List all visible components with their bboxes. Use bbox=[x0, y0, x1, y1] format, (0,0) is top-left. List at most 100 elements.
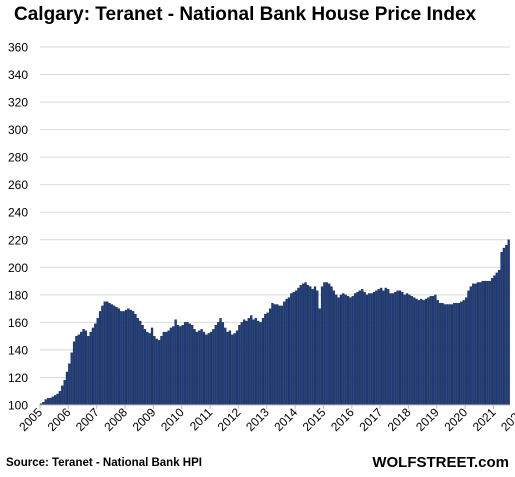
bar bbox=[387, 289, 390, 406]
bar bbox=[446, 304, 449, 406]
x-tick-label: 2022 bbox=[498, 405, 515, 434]
bar bbox=[231, 334, 234, 406]
bar bbox=[68, 363, 71, 406]
bar bbox=[476, 282, 480, 406]
bar bbox=[389, 293, 392, 406]
bar bbox=[131, 311, 135, 406]
bar bbox=[271, 302, 274, 406]
bar bbox=[242, 319, 246, 406]
x-tick-label: 2020 bbox=[441, 405, 470, 434]
bar bbox=[332, 290, 336, 406]
y-tick-label: 200 bbox=[8, 261, 28, 275]
bar bbox=[198, 330, 201, 406]
bar bbox=[216, 322, 220, 406]
bar bbox=[141, 324, 144, 406]
bar bbox=[254, 318, 258, 406]
bar bbox=[252, 319, 255, 406]
bar bbox=[205, 334, 208, 406]
bar bbox=[483, 280, 487, 406]
bar bbox=[413, 297, 416, 406]
bar bbox=[108, 302, 111, 406]
bar bbox=[235, 330, 239, 406]
bar bbox=[375, 290, 378, 406]
bar bbox=[136, 318, 139, 406]
bar bbox=[127, 308, 130, 406]
bar bbox=[420, 298, 423, 406]
bar bbox=[472, 283, 475, 406]
bar bbox=[450, 304, 454, 406]
bar bbox=[294, 290, 298, 406]
bar bbox=[488, 280, 491, 406]
bar bbox=[181, 324, 184, 406]
x-tick-label: 2008 bbox=[101, 405, 130, 434]
bar bbox=[323, 282, 326, 406]
bar bbox=[464, 297, 468, 406]
bar bbox=[183, 322, 187, 406]
bar bbox=[467, 290, 470, 406]
y-tick-label: 220 bbox=[8, 233, 28, 247]
x-tick-label: 2021 bbox=[470, 405, 499, 434]
bar bbox=[370, 293, 373, 406]
x-tick-label: 2017 bbox=[356, 405, 385, 434]
bar bbox=[431, 296, 435, 406]
bar bbox=[306, 285, 310, 406]
bar bbox=[382, 290, 385, 406]
bar bbox=[335, 294, 338, 406]
bar bbox=[358, 290, 361, 406]
bar bbox=[500, 252, 503, 406]
bar bbox=[155, 338, 158, 406]
x-tick-label: 2010 bbox=[158, 405, 187, 434]
x-tick-label: 2018 bbox=[385, 405, 414, 434]
y-axis-ticks: 100 120 140 160 180 200 220 240 260 280 300 320 340 3… bbox=[8, 41, 28, 413]
bar bbox=[280, 305, 284, 406]
bar bbox=[276, 304, 279, 406]
bar bbox=[98, 311, 102, 406]
bar bbox=[398, 290, 402, 406]
y-tick-label: 300 bbox=[8, 123, 28, 137]
bar bbox=[320, 286, 324, 406]
bar bbox=[297, 287, 300, 406]
bar bbox=[89, 331, 92, 406]
y-tick-label: 180 bbox=[8, 288, 28, 302]
bar bbox=[299, 285, 302, 406]
bar bbox=[474, 283, 477, 406]
chart-title: Calgary: Teranet - National Bank House P… bbox=[14, 4, 477, 25]
bar bbox=[49, 397, 52, 406]
bar bbox=[424, 298, 428, 406]
bar bbox=[212, 329, 215, 406]
bar bbox=[46, 397, 50, 406]
x-tick-label: 2012 bbox=[215, 405, 244, 434]
x-tick-label: 2007 bbox=[73, 405, 102, 434]
bar bbox=[56, 393, 59, 406]
y-tick-label: 100 bbox=[8, 399, 28, 413]
bar bbox=[438, 302, 442, 406]
bar bbox=[285, 298, 288, 406]
bar bbox=[330, 286, 333, 406]
bar bbox=[259, 322, 262, 406]
bar bbox=[327, 283, 331, 406]
bar bbox=[186, 322, 189, 406]
bar bbox=[139, 320, 142, 406]
bar bbox=[238, 324, 241, 406]
bar bbox=[82, 329, 85, 406]
bar bbox=[443, 304, 447, 406]
y-tick-label: 260 bbox=[8, 178, 28, 192]
bar bbox=[372, 291, 376, 406]
bar bbox=[462, 300, 465, 406]
bar bbox=[318, 308, 321, 406]
x-tick-label: 2006 bbox=[45, 405, 74, 434]
bar bbox=[422, 300, 425, 406]
bar bbox=[481, 280, 484, 406]
bar bbox=[120, 311, 123, 406]
bar bbox=[153, 335, 156, 406]
bar bbox=[353, 293, 357, 406]
bar bbox=[146, 331, 149, 406]
bar bbox=[410, 296, 413, 406]
bar bbox=[498, 269, 501, 406]
bar bbox=[356, 291, 359, 406]
bar bbox=[457, 302, 461, 406]
bar bbox=[165, 331, 168, 406]
bar bbox=[417, 300, 421, 406]
bar bbox=[44, 399, 47, 406]
y-tick-label: 360 bbox=[8, 41, 28, 55]
